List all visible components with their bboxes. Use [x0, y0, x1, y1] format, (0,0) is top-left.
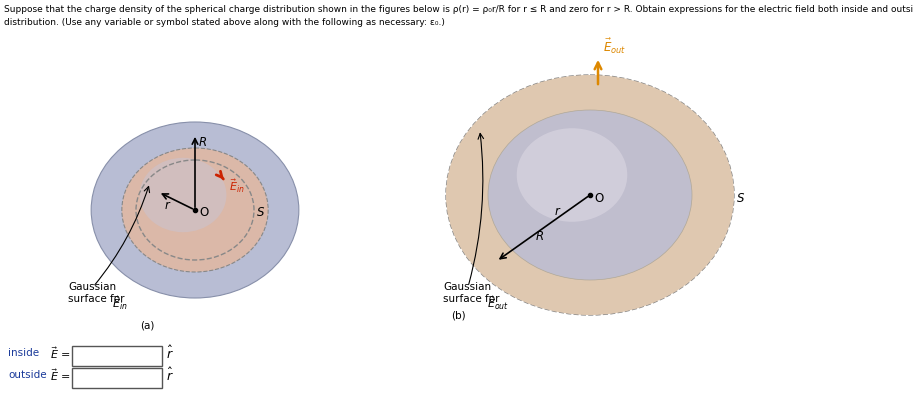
Ellipse shape [91, 122, 299, 298]
Text: $\hat{r}$: $\hat{r}$ [166, 366, 173, 383]
Text: Suppose that the charge density of the spherical charge distribution shown in th: Suppose that the charge density of the s… [4, 5, 913, 14]
Text: $\vec{E}_{out}$: $\vec{E}_{out}$ [487, 294, 509, 311]
Text: S: S [257, 206, 265, 219]
Text: surface for: surface for [443, 294, 503, 304]
Text: outside: outside [8, 370, 47, 380]
Ellipse shape [446, 75, 734, 315]
Text: R: R [199, 137, 207, 149]
Bar [72, 368, 162, 388]
Bar [72, 346, 162, 366]
Text: O: O [594, 191, 603, 204]
Text: Gaussian: Gaussian [68, 282, 116, 292]
Text: (a): (a) [140, 320, 154, 330]
Text: $\hat{r}$: $\hat{r}$ [166, 345, 173, 362]
Text: r: r [164, 198, 170, 212]
Text: surface for: surface for [68, 294, 128, 304]
Text: $\vec{E}$ =: $\vec{E}$ = [50, 345, 70, 361]
Text: inside: inside [8, 348, 39, 358]
Ellipse shape [121, 148, 268, 272]
Ellipse shape [488, 110, 692, 280]
Text: $\vec{E}_{in}$: $\vec{E}_{in}$ [112, 294, 128, 311]
Text: (b): (b) [451, 310, 466, 320]
Text: distribution. (Use any variable or symbol stated above along with the following : distribution. (Use any variable or symbo… [4, 18, 445, 27]
Text: R: R [536, 230, 544, 243]
Text: $\vec{E}_{in}$: $\vec{E}_{in}$ [229, 178, 245, 195]
Text: Gaussian: Gaussian [443, 282, 491, 292]
Text: $\vec{E}$ =: $\vec{E}$ = [50, 367, 70, 383]
Text: $\vec{E}_{out}$: $\vec{E}_{out}$ [603, 37, 626, 56]
Ellipse shape [140, 158, 226, 232]
Ellipse shape [517, 128, 627, 222]
Text: r: r [554, 205, 560, 218]
Text: O: O [199, 206, 208, 219]
Text: S: S [737, 191, 744, 204]
